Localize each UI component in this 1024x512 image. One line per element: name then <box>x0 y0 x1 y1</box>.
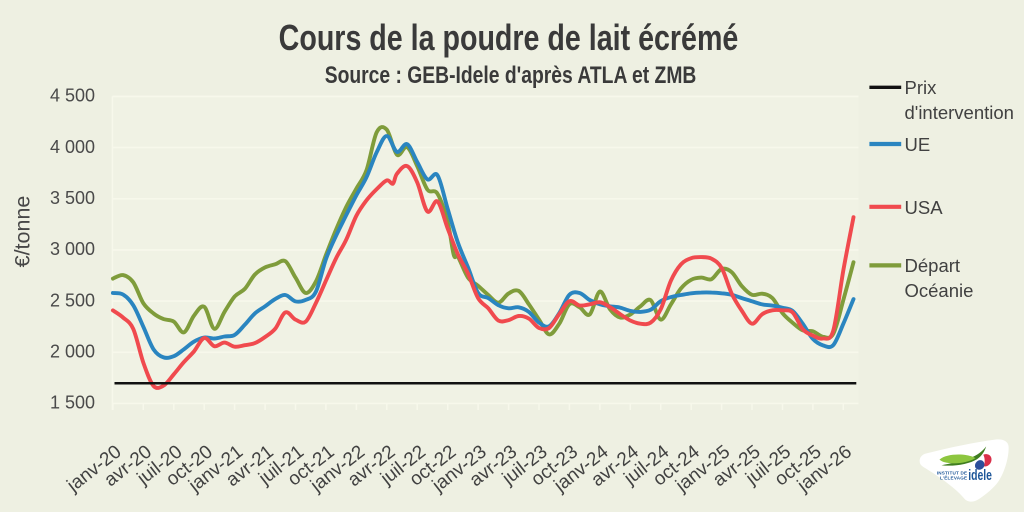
svg-text:L'ÉLEVAGE: L'ÉLEVAGE <box>940 474 967 481</box>
svg-text:1 500: 1 500 <box>50 393 95 413</box>
svg-text:2 500: 2 500 <box>50 290 95 310</box>
svg-text:3 500: 3 500 <box>50 188 95 208</box>
svg-text:idele: idele <box>968 468 992 484</box>
svg-text:2 000: 2 000 <box>50 342 95 362</box>
svg-text:3 000: 3 000 <box>50 239 95 259</box>
svg-text:INSTITUT DE: INSTITUT DE <box>937 471 968 476</box>
svg-text:4 500: 4 500 <box>50 86 95 106</box>
svg-text:4 000: 4 000 <box>50 137 95 157</box>
